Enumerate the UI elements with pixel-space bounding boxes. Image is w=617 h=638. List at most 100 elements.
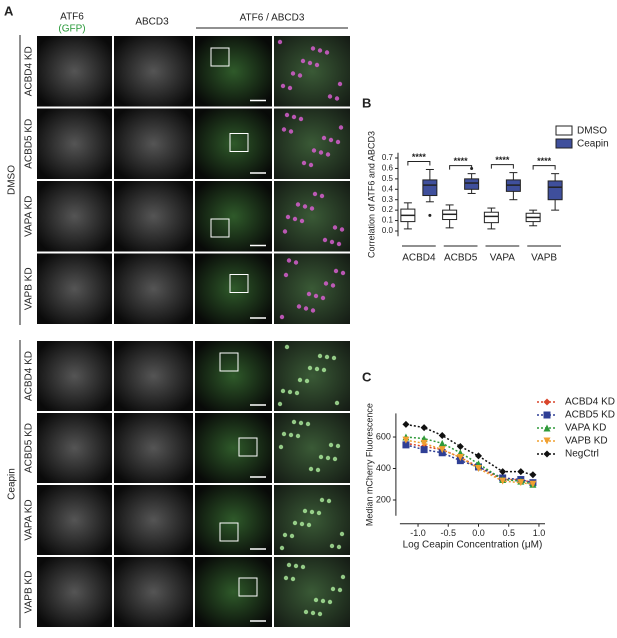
y-tick-label: 200 [376,494,391,504]
micrograph [195,36,272,107]
box [547,180,563,201]
puncta [332,225,338,230]
y-axis-label: Correlation of ATF6 and ABCD3 [366,131,376,258]
roi-box [229,133,249,152]
y-tick-label: 0.6 [382,164,394,173]
y-tick-label: 0.5 [382,174,394,183]
puncta [289,533,295,539]
puncta [290,71,296,76]
group-label: DMSO [7,165,18,195]
puncta [298,420,304,426]
puncta [306,522,312,528]
puncta [320,295,326,301]
puncta [325,152,331,157]
row-label: VAPA KD [24,196,35,237]
puncta [299,521,305,527]
puncta [336,241,342,247]
outlier [428,213,432,217]
micrograph [37,557,112,627]
puncta [336,544,342,550]
puncta [324,354,330,360]
puncta [302,508,308,514]
micrograph [274,341,350,411]
micrograph [274,557,350,627]
puncta [320,598,326,604]
puncta [292,520,298,526]
marker [456,442,464,450]
puncta [334,400,340,406]
significance-label: **** [495,155,510,165]
row-label: ACBD5 KD [24,119,35,169]
y-tick-label: 0.2 [382,205,394,214]
roi-box [238,577,258,597]
puncta [293,563,299,569]
row-label: VAPA KD [24,499,35,540]
x-tick-label: VAPB [531,253,557,264]
micrograph [114,485,193,555]
micrograph [114,36,193,107]
puncta [300,58,306,64]
puncta [291,114,297,120]
column-header: (GFP) [58,24,85,35]
puncta [285,214,291,220]
puncta [318,454,324,460]
marker [438,431,446,439]
puncta [328,137,334,143]
x-tick-label: 0.5 [502,528,515,538]
puncta [298,116,304,122]
y-tick-label: 0.4 [382,184,394,193]
puncta [333,268,339,274]
puncta [299,218,305,224]
puncta [337,587,343,593]
puncta [288,129,294,134]
column-header: ABCD3 [135,17,169,28]
marker [402,441,410,449]
puncta [332,456,338,462]
micrograph [114,181,193,252]
puncta [337,81,343,87]
marker [543,450,551,458]
panel-label: C [362,369,372,384]
puncta [309,206,315,211]
puncta [334,96,340,101]
y-tick-label: 0.3 [382,195,394,204]
legend-label: VAPA KD [565,423,606,434]
significance-bracket [532,165,556,170]
legend-label: NegCtrl [565,449,599,460]
x-tick-label: ACBD5 [444,253,478,264]
marker [543,398,551,406]
marker [474,452,482,460]
puncta [310,610,316,616]
x-tick-label: -0.5 [441,528,457,538]
micrograph [37,253,112,324]
marker [499,468,507,476]
puncta [284,112,290,118]
marker [438,439,446,447]
column-header: ATF6 / ABCD3 [240,13,305,24]
puncta [292,216,298,222]
puncta [290,576,296,582]
micrograph [37,413,112,483]
marker [420,439,428,447]
puncta [331,355,337,361]
puncta [319,497,325,503]
puncta [340,270,346,276]
puncta [279,314,285,320]
outlier [470,166,474,170]
series-line [405,436,534,485]
roi-box [219,522,239,542]
puncta [310,308,316,313]
significance-label: **** [454,156,469,166]
marker [517,468,525,476]
puncta [313,597,319,603]
puncta [317,611,323,617]
puncta [323,281,329,286]
legend-label: ACBD5 KD [565,410,615,421]
significance-bracket [490,164,514,169]
puncta [339,531,345,537]
group-label: Ceapin [7,468,18,500]
puncta [300,564,306,570]
puncta [279,545,285,551]
marker [529,471,537,479]
